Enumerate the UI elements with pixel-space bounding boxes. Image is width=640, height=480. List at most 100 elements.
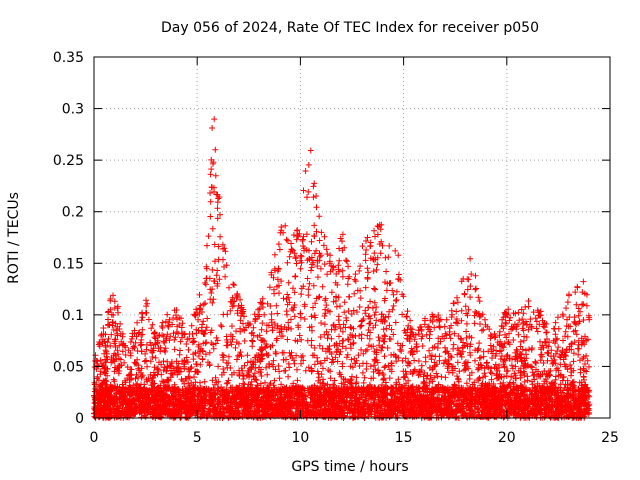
data-point [454,359,461,366]
data-point [570,358,577,365]
data-point [202,351,209,358]
data-point [537,357,544,364]
data-point [464,312,471,319]
data-point [100,325,107,331]
data-point [282,222,289,229]
data-point [311,180,318,187]
data-point [320,242,327,249]
data-point [345,336,352,343]
data-point [358,346,365,353]
data-point [284,291,291,298]
data-point [472,357,478,364]
data-point [312,300,319,307]
data-point [222,273,229,280]
data-point [212,172,219,179]
data-point [431,324,438,331]
data-point [574,283,581,290]
data-point [339,343,346,350]
data-point [316,253,323,260]
data-point [209,299,216,306]
data-point [310,304,316,311]
data-point [388,326,395,333]
data-point [264,371,271,378]
data-point [567,362,574,368]
data-point [582,361,588,367]
data-point [566,314,573,321]
data-point [386,308,393,315]
data-point [202,300,209,307]
data-point [285,279,292,286]
data-point [212,374,219,381]
data-point [188,322,195,329]
data-point [330,322,337,329]
data-point [298,291,305,298]
data-point [285,373,292,380]
data-point [339,360,346,367]
data-point [138,317,145,324]
data-point [468,334,475,341]
data-point [263,364,269,371]
data-point [426,365,433,371]
data-point [258,373,265,379]
data-point [290,307,297,314]
data-point [584,336,591,343]
data-point [472,272,479,279]
data-point [321,357,328,364]
data-point [217,211,223,218]
data-point [183,341,190,347]
data-point [223,342,230,349]
data-point [336,257,343,264]
data-point [298,253,305,260]
data-point [132,375,139,382]
data-point [402,368,409,375]
data-point [336,245,343,252]
data-point [293,260,300,267]
data-point [584,357,591,364]
data-point [373,304,380,311]
data-point [168,359,175,365]
data-point [378,311,385,318]
data-point [339,328,346,335]
data-point [557,371,564,378]
data-point [366,335,373,342]
data-point [293,352,300,359]
data-point [288,240,295,247]
data-point [445,369,452,376]
data-point [345,308,352,314]
data-point [571,314,578,321]
data-point [488,376,495,383]
data-point [367,298,374,305]
data-point [390,291,397,298]
data-point [335,294,342,301]
data-point [383,287,390,294]
data-point [208,166,215,173]
data-point [215,363,222,370]
data-point [123,386,130,393]
data-point [378,347,385,354]
data-point [256,305,263,312]
data-point [263,322,270,329]
data-point [492,333,499,340]
data-point [208,290,215,296]
data-point [463,334,470,341]
data-point [199,356,206,363]
data-point [152,354,159,361]
data-point [575,351,582,358]
data-point [225,353,232,360]
data-point [318,320,325,326]
data-point [324,345,331,352]
scatter-points [91,116,593,421]
data-point [114,330,121,337]
data-point [405,377,412,384]
data-point [297,252,304,259]
data-point [343,257,349,264]
data-point [555,344,562,351]
data-point [252,318,258,325]
data-point [291,360,298,367]
data-point [260,304,266,311]
data-point [566,291,572,298]
data-point [442,344,448,351]
data-point [202,281,209,288]
data-point [268,311,275,317]
